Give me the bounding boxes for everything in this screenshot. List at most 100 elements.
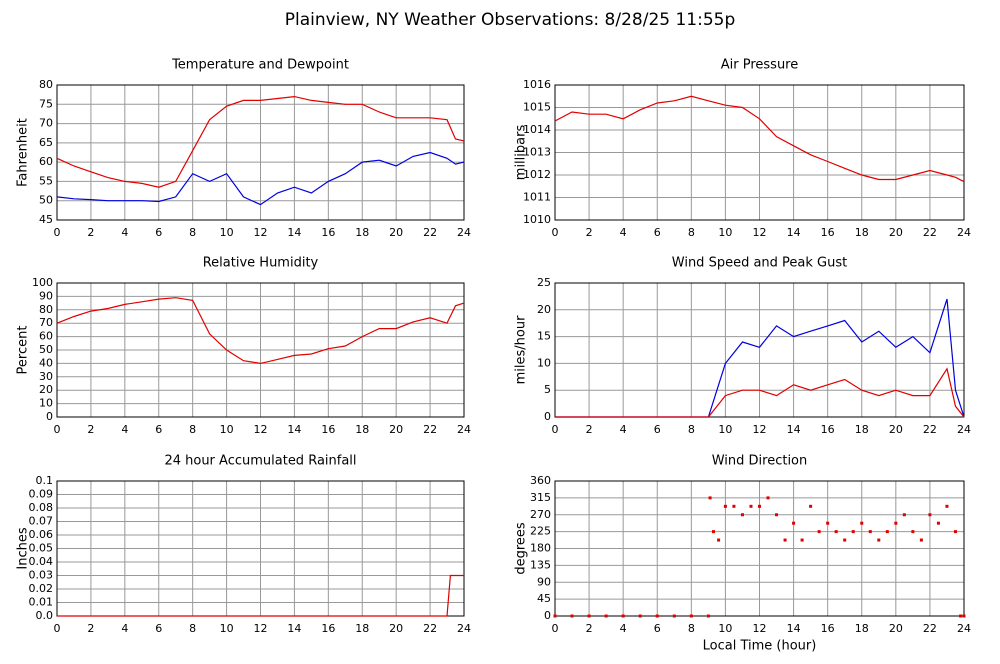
data-line bbox=[56, 297, 465, 365]
y-tick-label: 30 bbox=[39, 370, 53, 383]
x-axis-label: Local Time (hour) bbox=[703, 639, 817, 654]
data-point bbox=[928, 513, 932, 517]
x-tick-label: 14 bbox=[287, 423, 301, 436]
x-tick-label: 24 bbox=[957, 423, 971, 436]
x-tick-label: 2 bbox=[586, 423, 593, 436]
y-tick-label: 180 bbox=[530, 542, 551, 555]
x-tick-label: 24 bbox=[457, 622, 471, 635]
x-tick-label: 8 bbox=[688, 226, 695, 239]
data-line bbox=[57, 574, 464, 617]
x-tick-label: 20 bbox=[389, 226, 403, 239]
y-tick-label: 70 bbox=[39, 117, 53, 130]
x-tick-label: 10 bbox=[220, 423, 234, 436]
y-axis-label: miles/hour bbox=[514, 315, 529, 384]
x-tick-label: 16 bbox=[821, 423, 835, 436]
y-tick-label: 70 bbox=[39, 316, 53, 329]
y-axis-label: Fahrenheit bbox=[16, 118, 31, 187]
x-tick-label: 6 bbox=[155, 423, 162, 436]
x-tick-label: 10 bbox=[718, 423, 732, 436]
plot-frame bbox=[554, 480, 965, 617]
data-point bbox=[689, 614, 693, 618]
data-point bbox=[604, 614, 608, 618]
x-tick-label: 14 bbox=[787, 226, 801, 239]
data-point bbox=[809, 504, 813, 508]
x-tick-label: 12 bbox=[254, 423, 268, 436]
x-tick-label: 14 bbox=[787, 423, 801, 436]
y-tick-label: 90 bbox=[537, 575, 551, 588]
x-tick-label: 0 bbox=[552, 423, 559, 436]
x-tick-label: 12 bbox=[753, 226, 767, 239]
data-point bbox=[792, 521, 796, 525]
x-tick-label: 20 bbox=[389, 622, 403, 635]
y-tick-label: 0 bbox=[544, 410, 551, 423]
x-tick-label: 2 bbox=[87, 622, 94, 635]
y-tick-label: 0.0 bbox=[36, 609, 54, 622]
x-tick-label: 16 bbox=[821, 226, 835, 239]
y-tick-label: 60 bbox=[39, 155, 53, 168]
x-tick-label: 2 bbox=[87, 226, 94, 239]
y-tick-label: 15 bbox=[537, 330, 551, 343]
y-tick-label: 40 bbox=[39, 356, 53, 369]
x-tick-label: 4 bbox=[620, 226, 627, 239]
data-point bbox=[723, 504, 727, 508]
data-point bbox=[587, 614, 591, 618]
y-tick-label: 20 bbox=[39, 383, 53, 396]
x-tick-label: 18 bbox=[855, 622, 869, 635]
x-tick-label: 6 bbox=[155, 622, 162, 635]
y-tick-label: 225 bbox=[530, 525, 551, 538]
x-tick-label: 14 bbox=[287, 622, 301, 635]
x-tick-label: 2 bbox=[586, 622, 593, 635]
x-tick-label: 0 bbox=[552, 226, 559, 239]
x-tick-label: 22 bbox=[923, 622, 937, 635]
x-tick-label: 12 bbox=[254, 226, 268, 239]
y-tick-label: 0 bbox=[46, 410, 53, 423]
data-point bbox=[843, 538, 847, 542]
plot-frame bbox=[554, 84, 965, 221]
data-point bbox=[911, 530, 915, 534]
x-tick-label: 8 bbox=[189, 423, 196, 436]
x-tick-label: 24 bbox=[457, 423, 471, 436]
y-tick-label: 80 bbox=[39, 78, 53, 91]
chart-title: 24 hour Accumulated Rainfall bbox=[164, 454, 356, 469]
data-point bbox=[936, 521, 940, 525]
x-tick-label: 22 bbox=[423, 226, 437, 239]
y-tick-label: 1013 bbox=[523, 146, 551, 159]
x-tick-label: 10 bbox=[220, 622, 234, 635]
y-tick-label: 0.1 bbox=[36, 474, 54, 487]
x-tick-label: 24 bbox=[957, 622, 971, 635]
y-tick-label: 45 bbox=[39, 213, 53, 226]
data-point bbox=[766, 496, 770, 500]
data-point bbox=[868, 530, 872, 534]
data-point bbox=[959, 614, 963, 618]
y-tick-label: 0.01 bbox=[29, 596, 54, 609]
x-tick-label: 8 bbox=[189, 226, 196, 239]
x-tick-label: 2 bbox=[87, 423, 94, 436]
x-tick-label: 12 bbox=[753, 622, 767, 635]
data-point bbox=[826, 521, 830, 525]
y-tick-label: 0.08 bbox=[29, 501, 54, 514]
chart-title: Temperature and Dewpoint bbox=[171, 58, 349, 73]
y-tick-label: 0.07 bbox=[29, 515, 54, 528]
x-tick-label: 20 bbox=[889, 423, 903, 436]
plot-frame bbox=[554, 282, 965, 418]
y-tick-label: 1011 bbox=[523, 191, 551, 204]
data-point bbox=[877, 538, 881, 542]
y-tick-label: 0.04 bbox=[29, 555, 54, 568]
x-tick-label: 16 bbox=[321, 423, 335, 436]
data-point bbox=[732, 504, 736, 508]
x-tick-label: 6 bbox=[654, 226, 661, 239]
data-point bbox=[945, 504, 949, 508]
x-tick-label: 4 bbox=[620, 622, 627, 635]
x-tick-label: 16 bbox=[821, 622, 835, 635]
y-tick-label: 10 bbox=[39, 397, 53, 410]
x-tick-label: 6 bbox=[654, 423, 661, 436]
y-tick-label: 20 bbox=[537, 303, 551, 316]
y-axis-label: millibars bbox=[514, 125, 529, 181]
chart-title: Wind Speed and Peak Gust bbox=[672, 256, 847, 271]
y-tick-label: 10 bbox=[537, 356, 551, 369]
data-point bbox=[919, 538, 923, 542]
y-tick-label: 1015 bbox=[523, 101, 551, 114]
y-tick-label: 270 bbox=[530, 508, 551, 521]
y-tick-label: 65 bbox=[39, 136, 53, 149]
data-point bbox=[638, 614, 642, 618]
